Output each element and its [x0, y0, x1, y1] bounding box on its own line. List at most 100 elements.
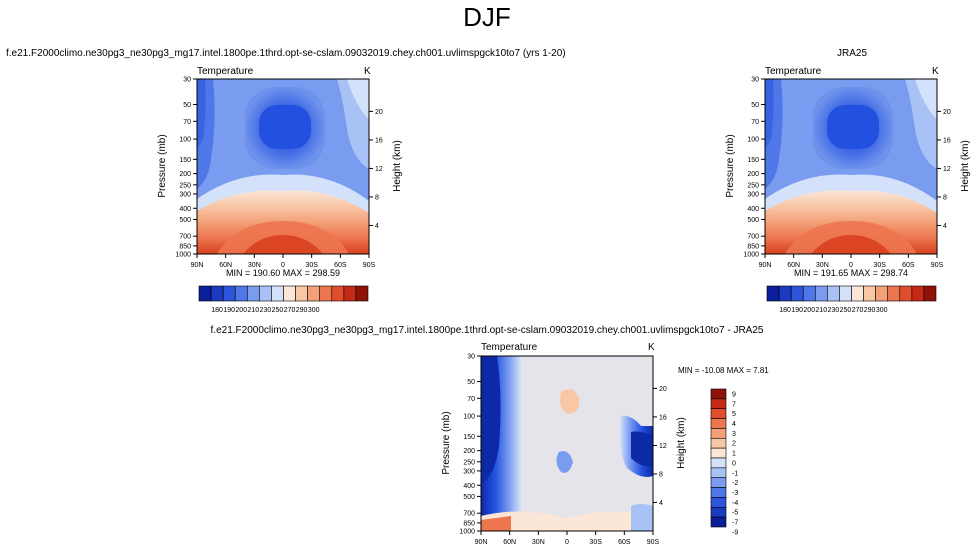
colorbar-label: 250	[840, 307, 852, 314]
y-tick-label: 500	[179, 217, 191, 224]
colorbar-swatch	[271, 285, 284, 302]
y-tick-label: 1000	[175, 252, 191, 259]
axis-ticks-diff: 30 50 70 100 150 200 250 300 400 500 700 850 1000 20 1…	[459, 354, 666, 547]
panel-obs: 30 50 70 100 150 200 250 300 400 500 700 850 1000 20 1…	[725, 66, 971, 314]
colorbar-label: -1	[732, 470, 738, 477]
colorbar-label: 5	[732, 411, 736, 418]
colorbar-swatch	[222, 285, 236, 302]
y-tick-label: 400	[747, 206, 759, 213]
y-tick-label: 700	[179, 234, 191, 241]
x-tick-label: 60N	[219, 262, 232, 269]
ylabel-model: Pressure (mb)	[157, 134, 168, 197]
colorbar-label: 0	[732, 460, 736, 467]
colorbar-label: 3	[732, 431, 736, 438]
panel-diff: 3050701001502002503004005007008501000201…	[441, 342, 769, 546]
y-right-tick-label: 12	[943, 166, 951, 173]
colorbar-label: -2	[732, 480, 738, 487]
y-tick-label: 250	[463, 459, 475, 466]
y-tick-label: 30	[751, 77, 759, 84]
x-tick-label: 60N	[787, 262, 800, 269]
x-tick-label: 30S	[589, 539, 602, 546]
y-right-tick-label: 12	[659, 443, 667, 450]
colorbar-label: -3	[732, 490, 738, 497]
ylabel-diff: Pressure (mb)	[441, 411, 452, 474]
stats-diff: MIN = -10.08 MAX = 7.81	[678, 366, 769, 375]
y-tick-label: 1000	[459, 529, 475, 536]
colorbar-swatch	[259, 285, 272, 302]
colorbar-swatch	[827, 285, 840, 302]
y-right-tick-label: 20	[375, 109, 383, 116]
colorbar-swatch	[710, 388, 727, 400]
axis-ticks-model: 30 50 70 100 150 200 250 300 400 500 700 850 1000 20 1…	[175, 77, 382, 270]
colorbar-swatch	[766, 285, 780, 302]
colorbar-label: 270	[284, 307, 296, 314]
colorbar-swatch	[710, 487, 727, 498]
main-title: DJF	[463, 2, 511, 32]
colorbar-swatch	[283, 285, 296, 302]
x-tick-label: 30S	[873, 262, 886, 269]
y-tick-label: 50	[751, 102, 759, 109]
y-tick-label: 850	[463, 520, 475, 527]
y-tick-label: 400	[463, 483, 475, 490]
y-tick-label: 70	[467, 396, 475, 403]
colorbar-swatch	[887, 285, 901, 302]
panel-title-obs: JRA25	[836, 48, 867, 59]
y-tick-label: 150	[747, 157, 759, 164]
colorbar-swatch	[319, 285, 333, 302]
y-tick-label: 150	[463, 434, 475, 441]
y-right-tick-label: 20	[659, 386, 667, 393]
x-tick-label: 90S	[931, 262, 944, 269]
right-label-model: K	[364, 66, 371, 77]
colorbar-label: -5	[732, 510, 738, 517]
ylabel-right-model: Height (km)	[392, 140, 403, 192]
colorbar-swatch	[778, 285, 792, 302]
colorbar-swatch	[343, 285, 357, 302]
colorbar-swatch	[851, 285, 864, 302]
x-tick-label: 60S	[618, 539, 631, 546]
colorbar-swatch	[839, 285, 852, 302]
left-label-model: Temperature	[197, 66, 254, 77]
colorbar-label: 210	[815, 307, 827, 314]
y-right-tick-label: 4	[659, 500, 663, 507]
colorbar-label: 200	[803, 307, 815, 314]
colorbar-swatch	[710, 418, 727, 429]
y-tick-label: 50	[467, 379, 475, 386]
colorbar-label: 4	[732, 421, 736, 428]
colorbar-label: 300	[876, 307, 888, 314]
y-tick-label: 500	[463, 494, 475, 501]
colorbar-swatch	[307, 285, 321, 302]
colorbar-label: 2	[732, 441, 736, 448]
colorbar-swatch	[710, 457, 727, 469]
colorbar-swatch	[899, 285, 913, 302]
x-tick-label: 90S	[363, 262, 376, 269]
y-tick-label: 250	[747, 182, 759, 189]
y-tick-label: 70	[183, 119, 191, 126]
panel-title-diff: f.e21.F2000climo.ne30pg3_ne30pg3_mg17.in…	[210, 325, 764, 336]
y-tick-label: 700	[463, 511, 475, 518]
colorbar-diff: 9 7 5 4 3 2 1 0 -1 -2 -3 -4 -5 -7 -9	[710, 388, 738, 536]
colorbar-swatch	[911, 285, 925, 302]
colorbar-swatch	[210, 285, 224, 302]
ylabel-obs: Pressure (mb)	[725, 134, 736, 197]
colorbar-label: -7	[732, 520, 738, 527]
y-right-tick-label: 8	[659, 471, 663, 478]
left-label-diff: Temperature	[481, 342, 538, 353]
colorbar-swatch	[710, 408, 727, 419]
y-tick-label: 700	[747, 234, 759, 241]
colorbar-swatch	[710, 516, 727, 528]
y-tick-label: 250	[179, 182, 191, 189]
colorbar-swatch	[710, 447, 727, 459]
colorbar-label: -4	[732, 500, 738, 507]
x-tick-label: 30S	[305, 262, 318, 269]
heatmap-field-diff	[481, 356, 653, 531]
colorbar-swatch	[331, 285, 345, 302]
y-right-tick-label: 4	[943, 223, 947, 230]
y-tick-label: 100	[747, 137, 759, 144]
colorbar-swatch	[875, 285, 889, 302]
y-right-tick-label: 16	[375, 137, 383, 144]
x-tick-label: 0	[565, 539, 569, 546]
y-right-tick-label: 12	[375, 166, 383, 173]
left-label-obs: Temperature	[765, 66, 822, 77]
y-tick-label: 850	[179, 243, 191, 250]
colorbar-swatch	[710, 398, 727, 410]
